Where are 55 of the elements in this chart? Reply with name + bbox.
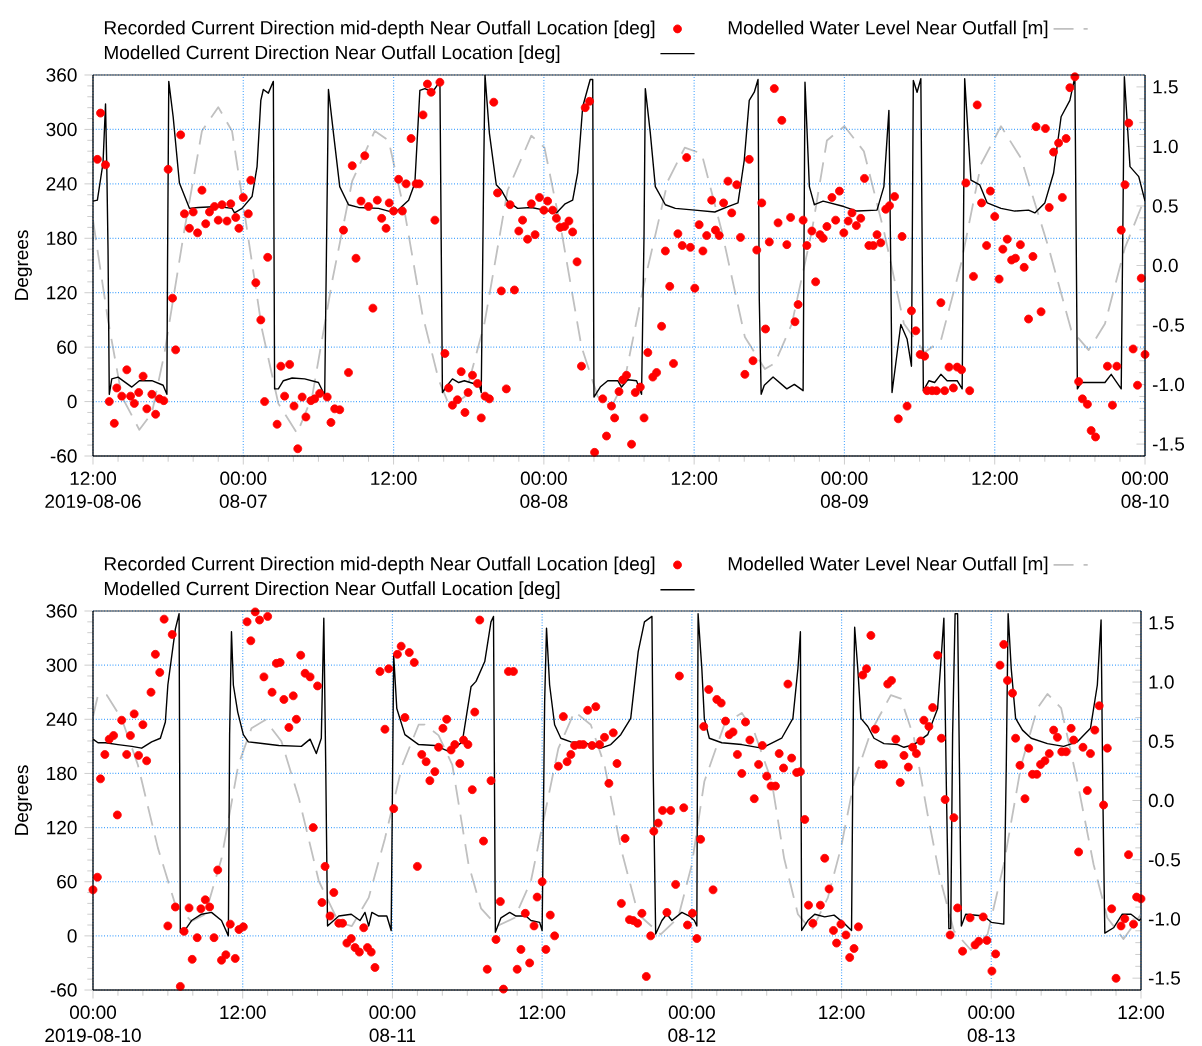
y-tick-label: 360 <box>46 604 77 618</box>
y-tick-label: 0 <box>67 929 77 943</box>
y2-tick-label: 0.0 <box>1148 793 1174 808</box>
y-tick-label: -60 <box>50 983 77 997</box>
y2-tick-label: -1.0 <box>1148 912 1181 926</box>
x-tick-label: 12:00 <box>1118 1005 1165 1020</box>
y2-tick-label: 1.0 <box>1153 139 1178 154</box>
legend-label: Recorded Current Direction mid-depth Near Outfall Location [deg] <box>104 20 655 39</box>
series-label: Modelled Current Direction Near Outfall Location [deg] <box>104 45 560 63</box>
y-tick-label: 0 <box>67 394 77 409</box>
x-tick-label: 12:00 2019-08-06 <box>45 471 141 509</box>
x-tick-label: 12:00 <box>371 471 417 486</box>
x-tick-label: 00:00 08-11 <box>369 1005 416 1043</box>
y-tick-label: 60 <box>57 875 77 889</box>
y2-tick-label: 1.0 <box>1149 675 1174 689</box>
y2-tick-label: -1.5 <box>1148 971 1181 985</box>
y2-tick-label: 1.5 <box>1149 616 1174 630</box>
x-tick-label: 12:00 <box>220 1005 266 1020</box>
y-tick-label: 120 <box>47 285 77 300</box>
x-tick-label: 00:00 08-12 <box>668 1005 716 1043</box>
y-tick-label: 240 <box>46 712 77 727</box>
y-tick-label: -60 <box>50 449 77 463</box>
y-tick-label: 240 <box>46 177 77 191</box>
series-label: Modelled Current Direction Near Outfall Location [deg] <box>104 581 560 600</box>
legend-label: Modelled Water Level Near Outfall [m] <box>728 556 1048 575</box>
x-tick-label: 00:00 2019-08-10 <box>45 1005 141 1043</box>
x-tick-label: 00:00 08-10 <box>1121 471 1169 509</box>
y2-tick-label: -0.5 <box>1152 318 1185 332</box>
legend-label: Modelled Water Level Near Outfall [m] <box>728 20 1048 39</box>
y-tick-label: 180 <box>47 231 77 246</box>
legend-label: Recorded Current Direction mid-depth Near Outfall Location [deg] <box>104 556 655 575</box>
y2-tick-label: 0.5 <box>1148 734 1174 749</box>
y2-tick-label: -1.5 <box>1152 437 1185 451</box>
x-tick-label: 00:00 08-07 <box>219 471 267 509</box>
y2-tick-label: -0.5 <box>1148 853 1181 867</box>
y-axis-title: Degrees <box>14 765 32 835</box>
y-tick-label: 360 <box>46 68 77 82</box>
y-tick-label: 300 <box>46 122 77 137</box>
y2-tick-label: -1.0 <box>1152 377 1185 392</box>
x-tick-label: 12:00 <box>519 1005 566 1020</box>
y2-tick-label: 0.0 <box>1152 258 1178 273</box>
x-tick-label: 00:00 08-08 <box>520 471 568 509</box>
x-tick-label: 00:00 08-13 <box>967 1005 1015 1043</box>
x-tick-label: 12:00 <box>972 471 1018 486</box>
y2-tick-label: 1.5 <box>1153 80 1178 94</box>
x-tick-label: 00:00 08-09 <box>820 471 868 509</box>
y-axis-title: Degrees <box>14 230 32 300</box>
x-tick-label: 12:00 <box>671 471 718 486</box>
y-tick-label: 180 <box>47 766 77 781</box>
y2-tick-label: 0.5 <box>1152 199 1178 213</box>
y-tick-label: 300 <box>46 658 77 672</box>
x-tick-label: 12:00 <box>819 1005 865 1020</box>
line-series <box>93 693 1141 951</box>
y-tick-label: 120 <box>47 820 77 835</box>
y-tick-label: 60 <box>57 340 77 354</box>
